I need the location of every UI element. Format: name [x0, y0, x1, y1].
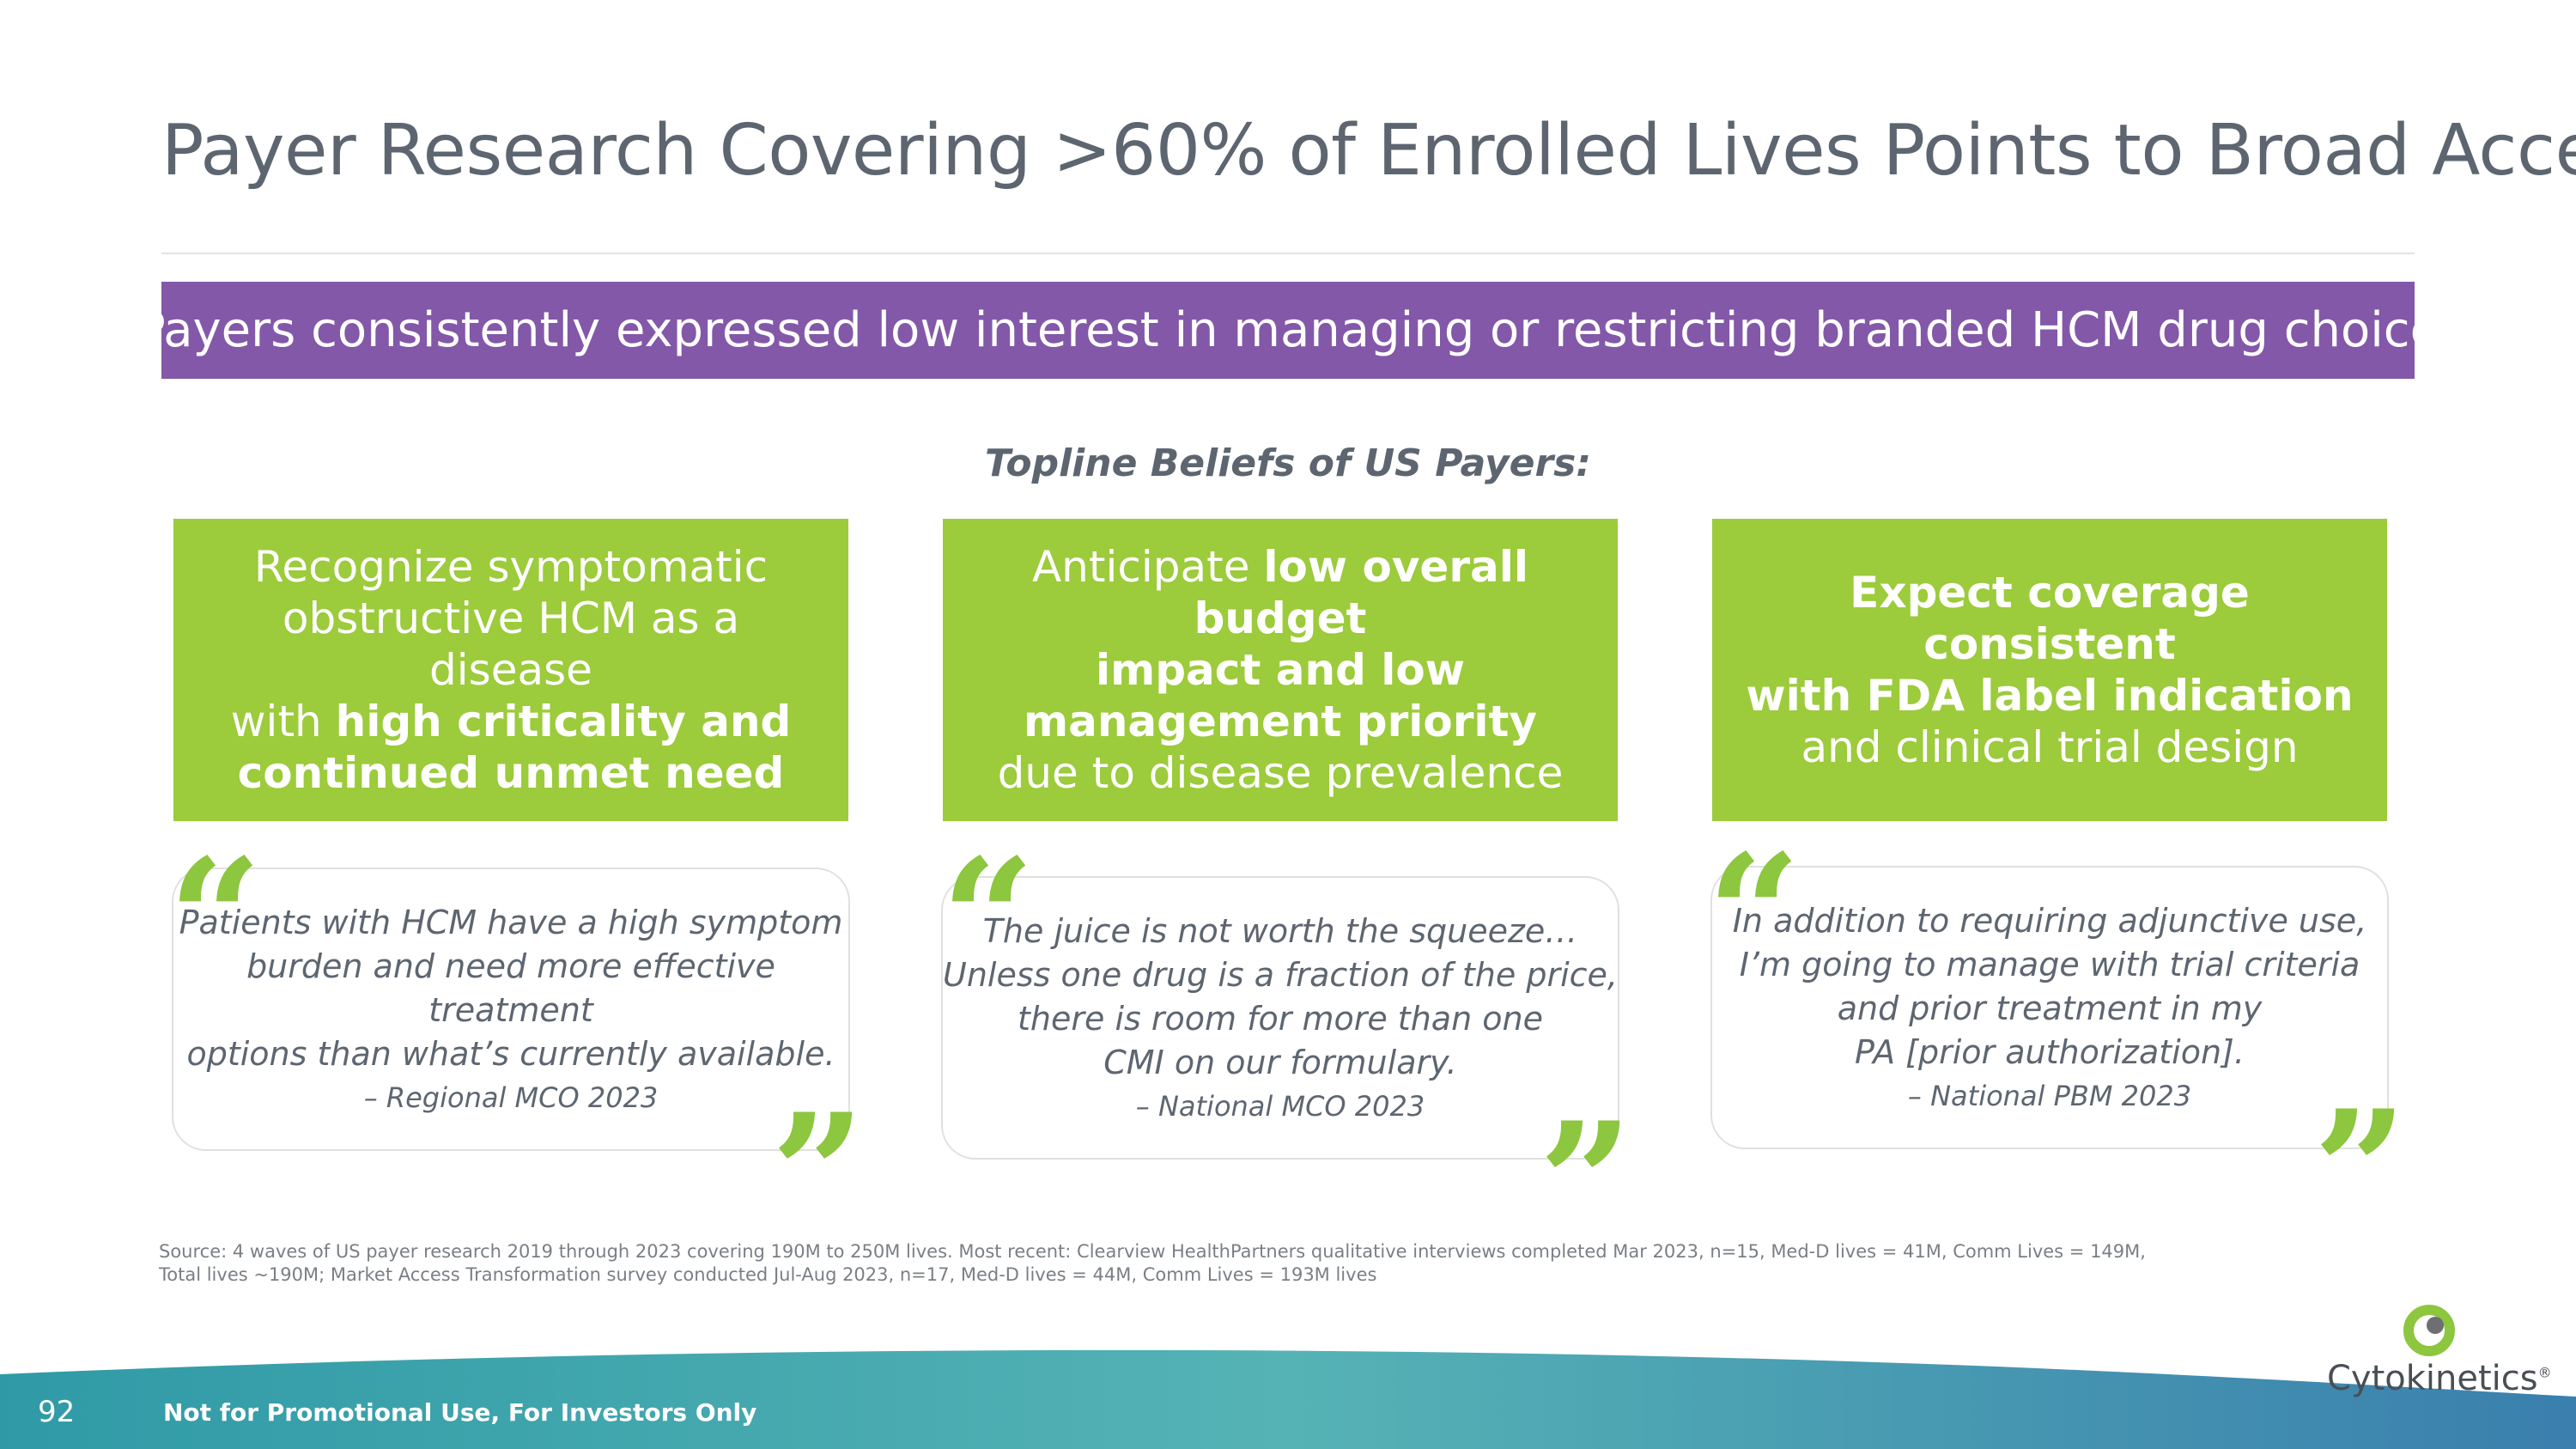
source-line-1: Source: 4 waves of US payer research 201… — [159, 1241, 2146, 1262]
belief-1-line4-bold: continued unmet need — [237, 748, 785, 798]
quote-card-2: The juice is not worth the squeeze… Unle… — [941, 876, 1619, 1160]
belief-1-line2: obstructive HCM as a disease — [282, 594, 740, 695]
close-quote-icon: ” — [771, 1078, 866, 1269]
quote-3-text: In addition to requiring adjunctive use,… — [1732, 902, 2367, 1071]
open-quote-icon: “ — [1707, 819, 1801, 1010]
belief-1-line1: Recognize symptomatic — [253, 542, 769, 592]
quote-card-1: Patients with HCM have a high symptom bu… — [172, 868, 850, 1151]
footer-disclaimer: Not for Promotional Use, For Investors O… — [163, 1398, 757, 1427]
close-quote-icon: ” — [1539, 1087, 1633, 1278]
banner-text: Payers consistently expressed low intere… — [136, 302, 2440, 358]
belief-3-line1-bold: Expect coverage consistent — [1850, 568, 2250, 669]
company-logo-text: Cytokinetics® — [2327, 1359, 2552, 1398]
page-title: Payer Research Covering >60% of Enrolled… — [161, 110, 2576, 192]
belief-box-1: Recognize symptomatic obstructive HCM as… — [173, 519, 848, 821]
belief-box-3: Expect coverage consistent with FDA labe… — [1712, 519, 2387, 821]
belief-3-line2-bold: with FDA label indication — [1746, 671, 2354, 721]
logo-trademark: ® — [2537, 1364, 2552, 1381]
source-line-2: Total lives ~190M; Market Access Transfo… — [159, 1264, 1377, 1285]
quote-1-attribution: – Regional MCO 2023 — [363, 1081, 659, 1114]
title-divider — [161, 253, 2415, 254]
section-subheading: Topline Beliefs of US Payers: — [985, 441, 1591, 485]
close-quote-icon: ” — [2313, 1075, 2408, 1266]
open-quote-icon: “ — [168, 823, 263, 1014]
quote-3-attribution: – National PBM 2023 — [1907, 1080, 2192, 1112]
open-quote-icon: “ — [941, 823, 1036, 1014]
belief-1-line3-plain: with — [230, 697, 336, 746]
quote-2-attribution: – National MCO 2023 — [1135, 1090, 1425, 1123]
quote-2-text: The juice is not worth the squeeze… Unle… — [943, 912, 1618, 1081]
quote-card-3: In addition to requiring adjunctive use,… — [1710, 866, 2389, 1149]
belief-2-line4: due to disease prevalence — [997, 748, 1564, 798]
belief-2-line1-bold: low overall budget — [1194, 542, 1529, 643]
belief-2-line2-bold: impact and low — [1096, 645, 1465, 695]
cytokinetics-logo-icon — [2403, 1305, 2455, 1356]
footer-wave — [0, 1349, 2576, 1449]
source-footnote: Source: 4 waves of US payer research 201… — [159, 1240, 2306, 1287]
belief-2-line3-bold: management priority — [1023, 697, 1538, 746]
logo-wordmark: Cytokinetics — [2327, 1359, 2538, 1398]
belief-2-line1-plain: Anticipate — [1031, 542, 1264, 592]
key-message-banner: Payers consistently expressed low intere… — [137, 282, 2439, 379]
page-number: 92 — [38, 1395, 76, 1429]
belief-box-2: Anticipate low overall budget impact and… — [943, 519, 1618, 821]
quote-1-text: Patients with HCM have a high symptom bu… — [179, 904, 843, 1073]
belief-3-line3: and clinical trial design — [1801, 722, 2299, 772]
belief-1-line3-bold: high criticality and — [335, 697, 792, 746]
